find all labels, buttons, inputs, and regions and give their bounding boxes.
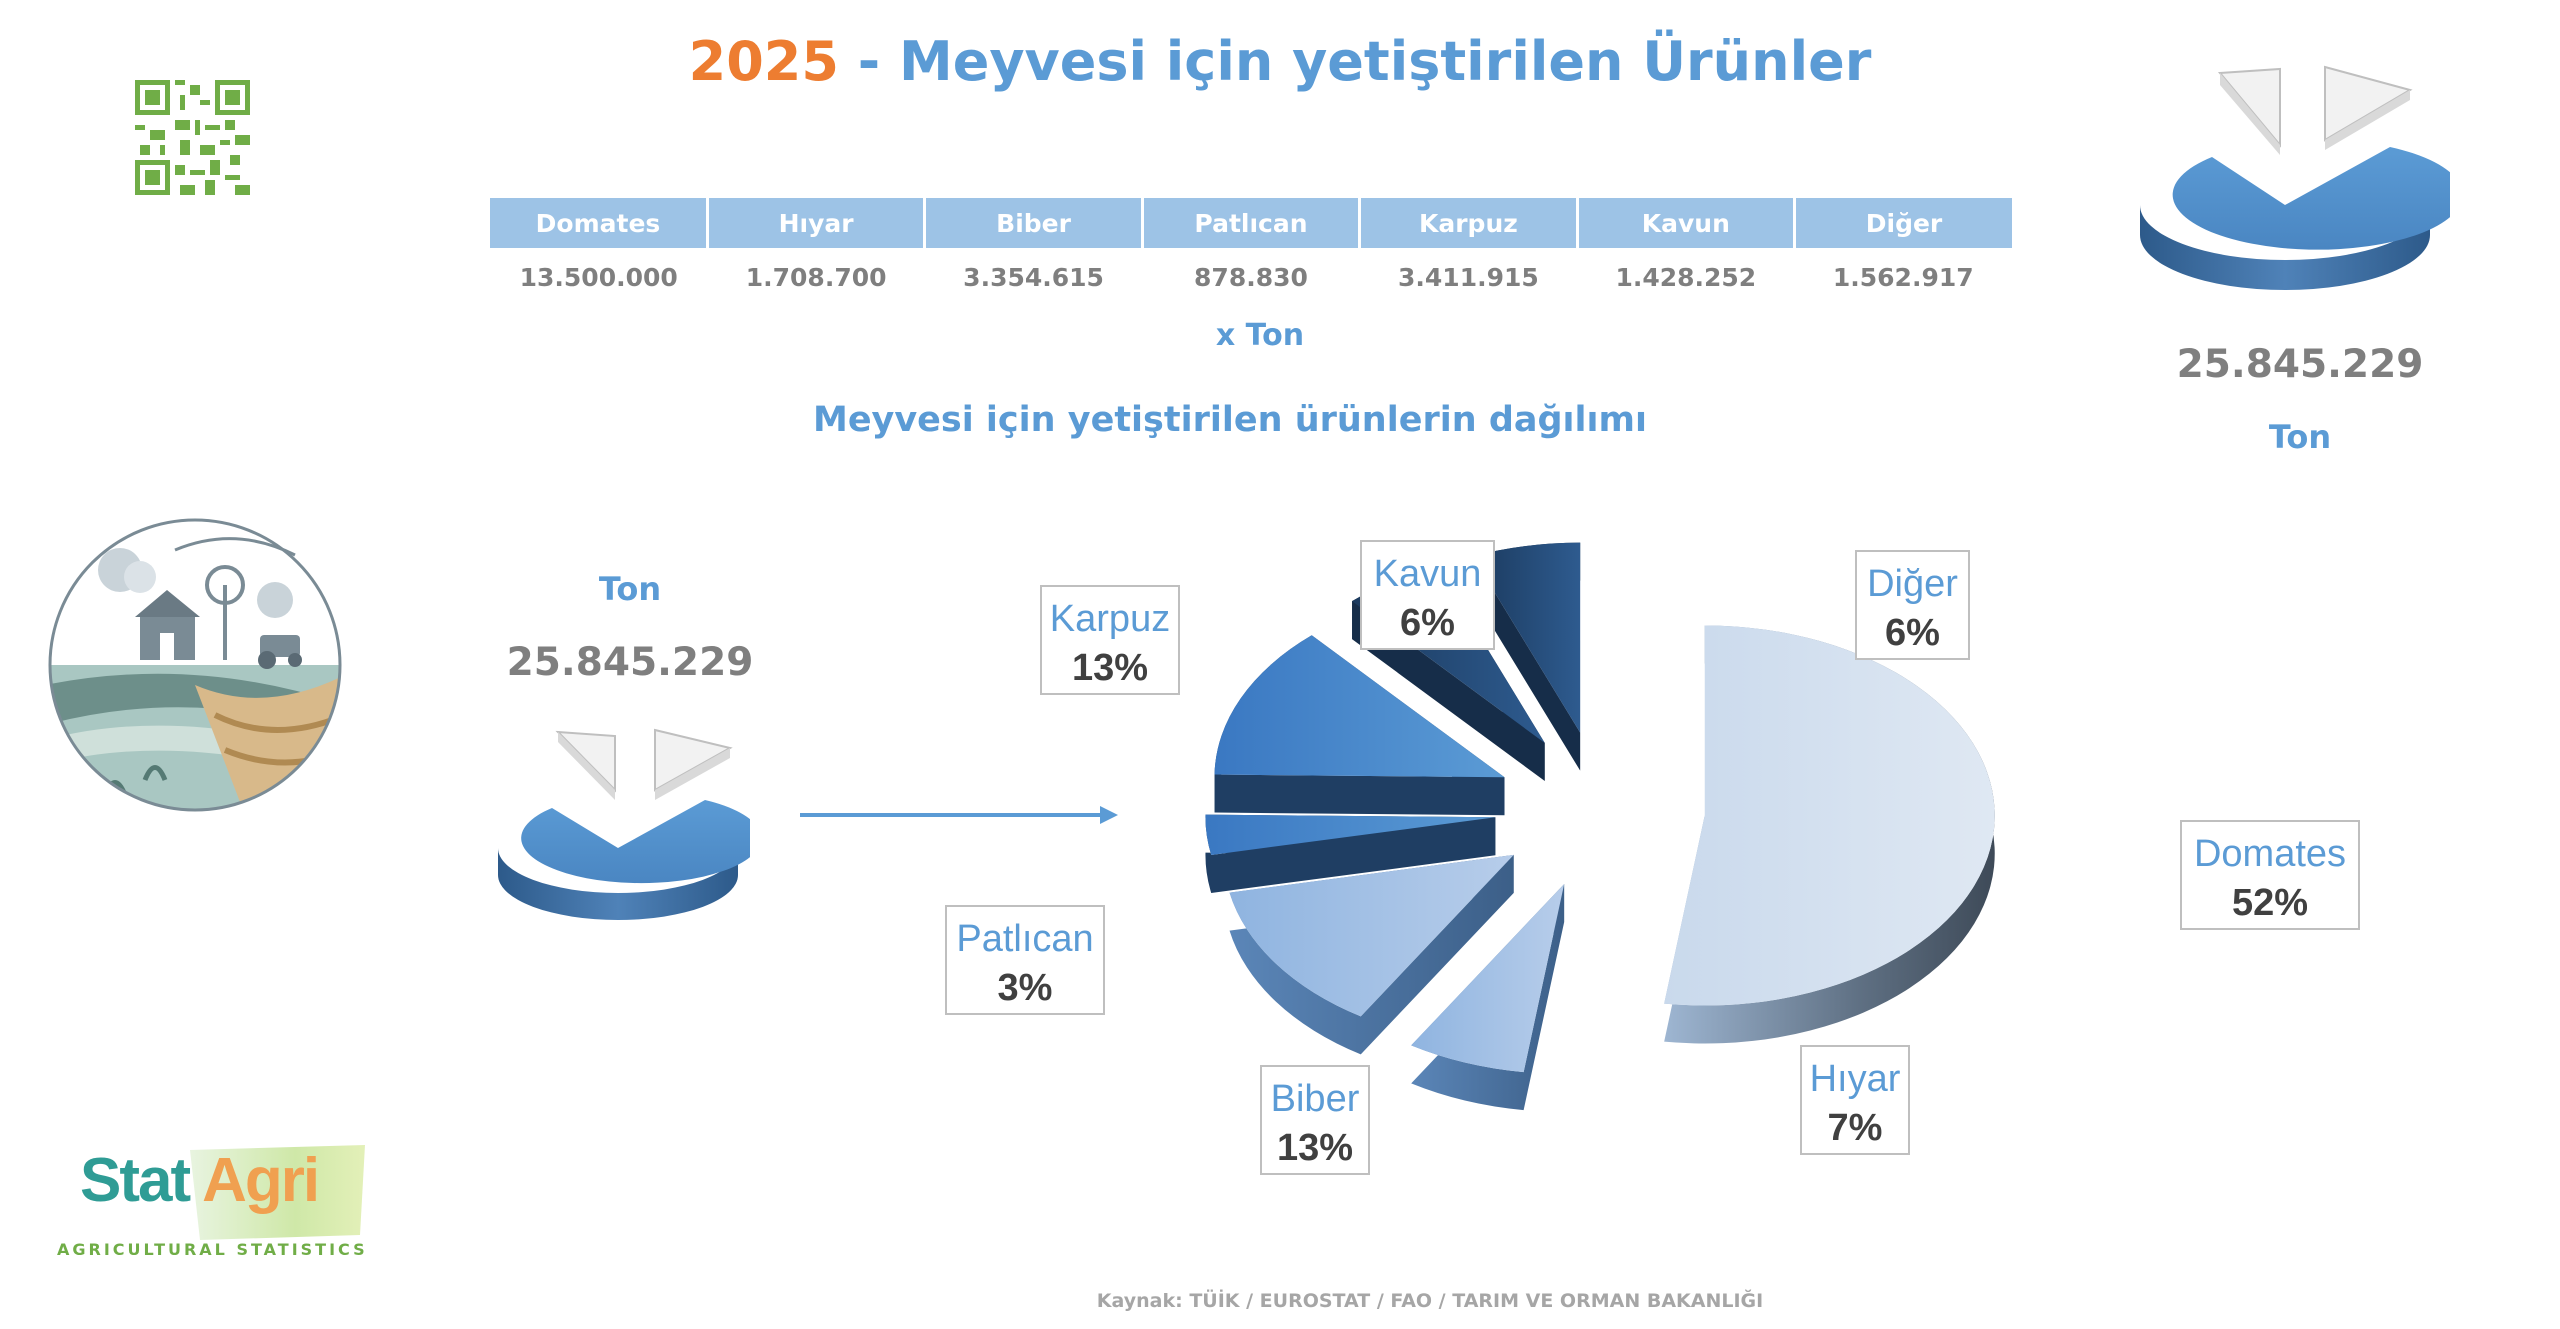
callout-diger: Diğer 6% xyxy=(1855,550,1970,660)
logo-stat: Stat xyxy=(80,1146,191,1215)
slice-percent: 52% xyxy=(2231,882,2309,924)
pie-slice-top xyxy=(1664,625,1995,1006)
logo: Stat Agri xyxy=(80,1145,320,1216)
qr-code-icon xyxy=(135,80,250,195)
farm-illustration-icon xyxy=(48,518,342,812)
chart-subtitle: Meyvesi için yetiştirilen ürünlerin dağı… xyxy=(812,400,1648,440)
pie-slice-top xyxy=(1205,814,1496,855)
callout-kavun: Kavun 6% xyxy=(1360,540,1495,650)
callout-hiyar: Hıyar 7% xyxy=(1800,1045,1910,1155)
slice-percent: 3% xyxy=(997,967,1053,1009)
title-year: 2025 xyxy=(688,30,839,93)
table-cell: 3.354.615 xyxy=(963,262,1104,292)
pie-slice-patlican xyxy=(1205,814,1496,893)
total-unit-left: Ton xyxy=(598,570,662,608)
table-header: Domates xyxy=(490,198,709,248)
production-table: Domates Hıyar Biber Patlıcan Karpuz Kavu… xyxy=(490,198,2012,306)
pie-slice-side xyxy=(1352,566,1545,782)
pie-slice-top xyxy=(1229,854,1514,1017)
pie-slice-side xyxy=(1472,542,1581,771)
slice-percent: 7% xyxy=(1827,1107,1883,1149)
callout-karpuz: Karpuz 13% xyxy=(1040,585,1180,695)
slice-label: Karpuz xyxy=(1049,598,1171,640)
table-header: Patlıcan xyxy=(1142,198,1362,248)
slice-percent: 13% xyxy=(1276,1127,1354,1169)
pie-slice-top xyxy=(1411,884,1565,1073)
slice-label: Patlıcan xyxy=(956,918,1094,960)
table-cell: 1.708.700 xyxy=(745,262,887,292)
total-value-right: 25.845.229 xyxy=(2176,342,2424,387)
slice-label: Diğer xyxy=(1867,563,1958,605)
table-unit: x Ton xyxy=(1215,318,1305,353)
slice-percent: 6% xyxy=(1400,602,1455,644)
table-header: Biber xyxy=(924,198,1144,248)
total-unit-right: Ton xyxy=(2268,418,2332,456)
logo-agri: Agri xyxy=(202,1146,320,1215)
pie-slice-diger xyxy=(1472,542,1581,771)
callout-biber: Biber 13% xyxy=(1260,1065,1370,1175)
table-header: Diğer xyxy=(1794,198,2012,248)
logo-background xyxy=(190,1145,365,1240)
pie-slice-hiyar xyxy=(1411,884,1565,1111)
pie-chart xyxy=(1205,542,1995,1111)
table-cell: 1.562.917 xyxy=(1832,262,1974,292)
table-header: Karpuz xyxy=(1359,198,1579,248)
total-value-left: 25.845.229 xyxy=(506,640,754,685)
slice-label: Kavun xyxy=(1373,553,1482,595)
title-divider xyxy=(490,136,2010,140)
slice-label: Domates xyxy=(2193,833,2347,875)
table-header: Kavun xyxy=(1577,198,1797,248)
table-cell: 13.500.000 xyxy=(519,262,678,292)
pie-slice-biber xyxy=(1229,854,1514,1055)
table-row: 13.500.000 1.708.700 3.354.615 878.830 3… xyxy=(490,248,2012,306)
arrow-right-icon xyxy=(800,806,1118,824)
callout-domates: Domates 52% xyxy=(2180,820,2360,930)
page-title: 2025 - Meyvesi için yetiştirilen Ürünler xyxy=(0,30,2560,93)
table-cell: 3.411.915 xyxy=(1398,262,1539,292)
pie-chart-icon xyxy=(2140,65,2450,290)
slice-label: Hıyar xyxy=(1809,1058,1901,1100)
logo-tagline: AGRICULTURAL STATISTICS xyxy=(57,1240,368,1259)
pie-slice-top xyxy=(1214,635,1505,778)
pie-slice-karpuz xyxy=(1214,635,1505,816)
slice-percent: 13% xyxy=(1071,647,1149,689)
table-cell: 878.830 xyxy=(1194,262,1308,292)
source-note: Kaynak: TÜİK / EUROSTAT / FAO / TARIM VE… xyxy=(1096,1290,1764,1312)
callout-patlican: Patlıcan 3% xyxy=(945,905,1105,1015)
pie-chart-icon xyxy=(498,728,750,920)
table-header-row: Domates Hıyar Biber Patlıcan Karpuz Kavu… xyxy=(490,198,2012,248)
table-header: Hıyar xyxy=(707,198,927,248)
pie-slice-top xyxy=(1472,542,1581,733)
table-cell: 1.428.252 xyxy=(1615,262,1757,292)
decorative-divider xyxy=(391,210,425,1130)
slice-label: Biber xyxy=(1270,1078,1360,1120)
slice-percent: 6% xyxy=(1885,612,1940,654)
pie-slice-domates xyxy=(1664,625,1995,1044)
title-text: - Meyvesi için yetiştirilen Ürünler xyxy=(838,30,1872,93)
